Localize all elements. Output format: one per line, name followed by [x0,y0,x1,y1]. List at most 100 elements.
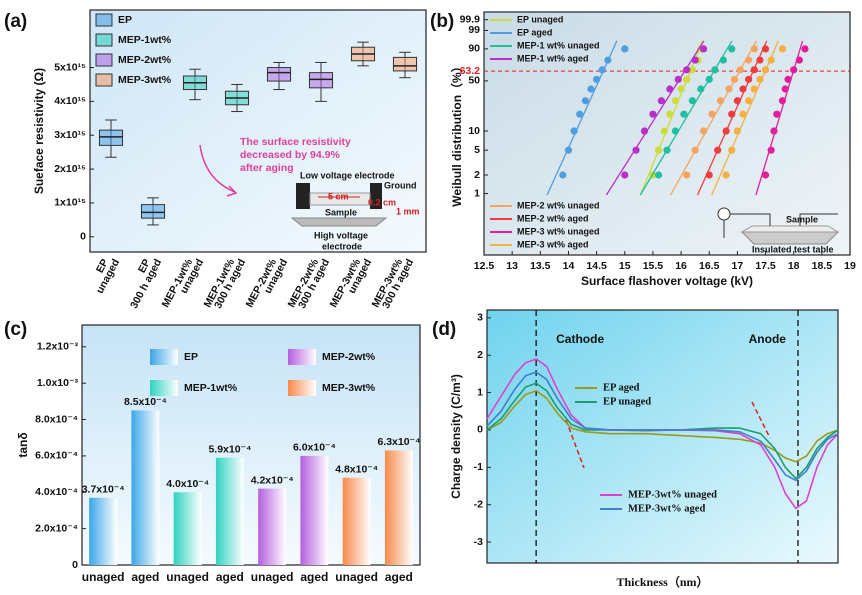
y-tick-label: 0 [80,231,86,243]
y-tick-label: 0 [477,424,483,436]
y-tick-label: 5 [474,144,480,156]
point [593,75,601,83]
legend-label: MEP-2 wt% aged [517,213,589,223]
point [761,45,770,53]
point [730,75,739,83]
annotation: The surface resistivity [240,136,351,148]
panel-label: (a) [4,11,27,32]
y-tick-label: 4.0x10⁻⁴ [35,486,78,498]
annotation: Anode [749,332,787,346]
x-tick-label: unaged [335,570,378,584]
point [761,66,770,74]
value-label: 3.7x10⁻⁴ [82,484,125,496]
point [621,171,629,179]
box [98,129,124,146]
point [671,97,680,105]
legend-label: MEP-3 wt% aged [517,239,589,249]
point [663,146,671,154]
value-label: 6.3x10⁻⁴ [377,436,420,448]
point [688,66,696,74]
point [576,110,584,118]
fit-line [711,40,779,196]
x-tick-label: 14 [563,260,575,272]
point [581,97,589,105]
legend-label: MEP-3wt% [322,382,376,394]
x-tick-label: 15.5 [643,260,664,272]
inset-a: Low voltage electrode 5 cm Ground 0.2 cm… [290,170,420,251]
x-tick-label: 18 [788,260,800,272]
y-tick-label: 0 [72,559,78,571]
point [660,127,668,135]
inset-label: Sample [786,214,818,224]
fit-line [639,40,733,196]
point [697,85,705,93]
legend-label: EP aged [603,382,640,393]
point [790,66,798,74]
y-tick-label: 4x10¹⁵ [54,95,86,107]
point [739,110,747,118]
plot-frame [89,9,427,253]
y-tick-label: 99.9 [460,13,481,25]
y-tick-label: 8.0x10⁻⁴ [35,413,78,425]
point [750,85,758,93]
plot-bg [487,310,838,563]
inset-label: Sample [325,207,357,217]
line [486,389,839,463]
point [745,97,753,105]
plot-bg [90,10,426,252]
plot-frame [483,11,851,256]
legend-label: EP unaged [603,396,651,407]
x-tick-label: EP [136,257,153,275]
legend-label: MEP-2 wt% unaged [517,200,600,210]
y-tick-label: 2 [474,169,480,181]
inset-label: High voltage [314,230,368,240]
point [739,85,747,93]
y-tick-label: 1x10¹⁵ [54,197,86,209]
bar [131,410,160,565]
point [736,66,744,74]
x-tick-label: 16 [675,260,687,272]
legend-swatch [150,349,178,365]
y-tick-label: 2.0x10⁻⁴ [35,522,78,534]
legend-label: MEP-3wt% unaged [628,489,717,500]
plot-frame [486,309,839,564]
point [711,66,719,74]
point [722,171,730,179]
point [784,75,792,83]
inset-b: Sample Insulated test table [717,207,840,254]
y-axis-label: Charge density (C/m³) [449,374,463,499]
legend-label: MEP-1 wt% aged [517,53,589,63]
value-label: 4.2x10⁻⁴ [251,474,294,486]
point [705,75,713,83]
point [767,56,775,64]
x-tick-label: aged [216,570,244,584]
panel-label: (d) [432,319,456,340]
legend-swatch [95,53,113,67]
point [756,75,764,83]
legend-swatch [150,380,178,396]
x-tick-label: 16.5 [699,260,720,272]
point [700,45,708,53]
x-tick-label: 18.5 [812,260,833,272]
x-tick-label: aged [385,570,413,584]
y-tick-label: 1 [477,386,483,398]
inset-label: Ground [384,180,417,190]
point [781,85,789,93]
value-label: 6.0x10⁻⁴ [293,442,336,454]
x-tick-label: unaged [166,570,209,584]
legend-swatch [288,349,316,365]
legend-label: MEP-2wt% [322,351,376,363]
point [733,97,741,105]
y-tick-label: -3 [474,536,483,548]
point [683,75,691,83]
point [756,56,764,64]
y-axis-label: Sueface resistivity (Ω) [32,68,46,194]
point [666,85,674,93]
bar [215,457,244,565]
y-tick-label: 10 [468,125,480,137]
bar [384,450,413,565]
fit-line [546,40,618,196]
y-tick-label: 3x10¹⁵ [54,129,86,141]
arrow [199,144,236,193]
